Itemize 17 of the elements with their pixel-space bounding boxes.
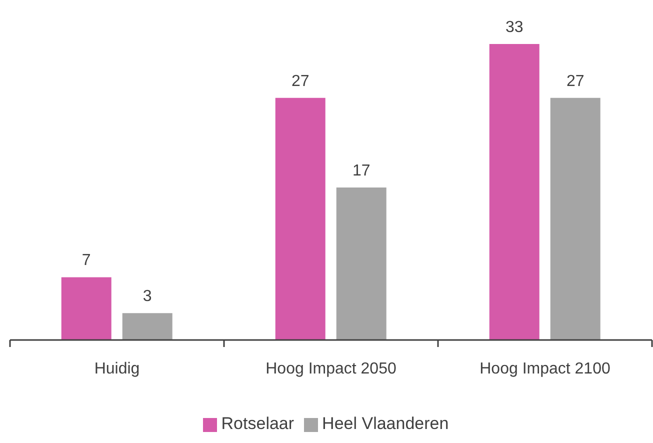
bar	[550, 98, 600, 340]
data-label: 3	[142, 288, 152, 306]
legend-label: Rotselaar	[221, 414, 294, 433]
legend-label: Heel Vlaanderen	[322, 414, 449, 433]
data-label: 27	[566, 72, 584, 90]
data-label: 33	[505, 19, 524, 36]
x-tick-label: Hoog Impact 2100	[480, 360, 610, 378]
bar	[122, 313, 172, 340]
bar	[336, 188, 386, 340]
bar	[61, 277, 112, 340]
data-label: 7	[82, 252, 91, 270]
bar	[275, 98, 326, 340]
x-tick-label: Huidig	[94, 360, 140, 378]
data-label: 27	[291, 72, 310, 90]
x-tick-label: Hoog Impact 2050	[266, 360, 396, 378]
data-label: 17	[352, 162, 370, 180]
bar	[489, 44, 540, 340]
